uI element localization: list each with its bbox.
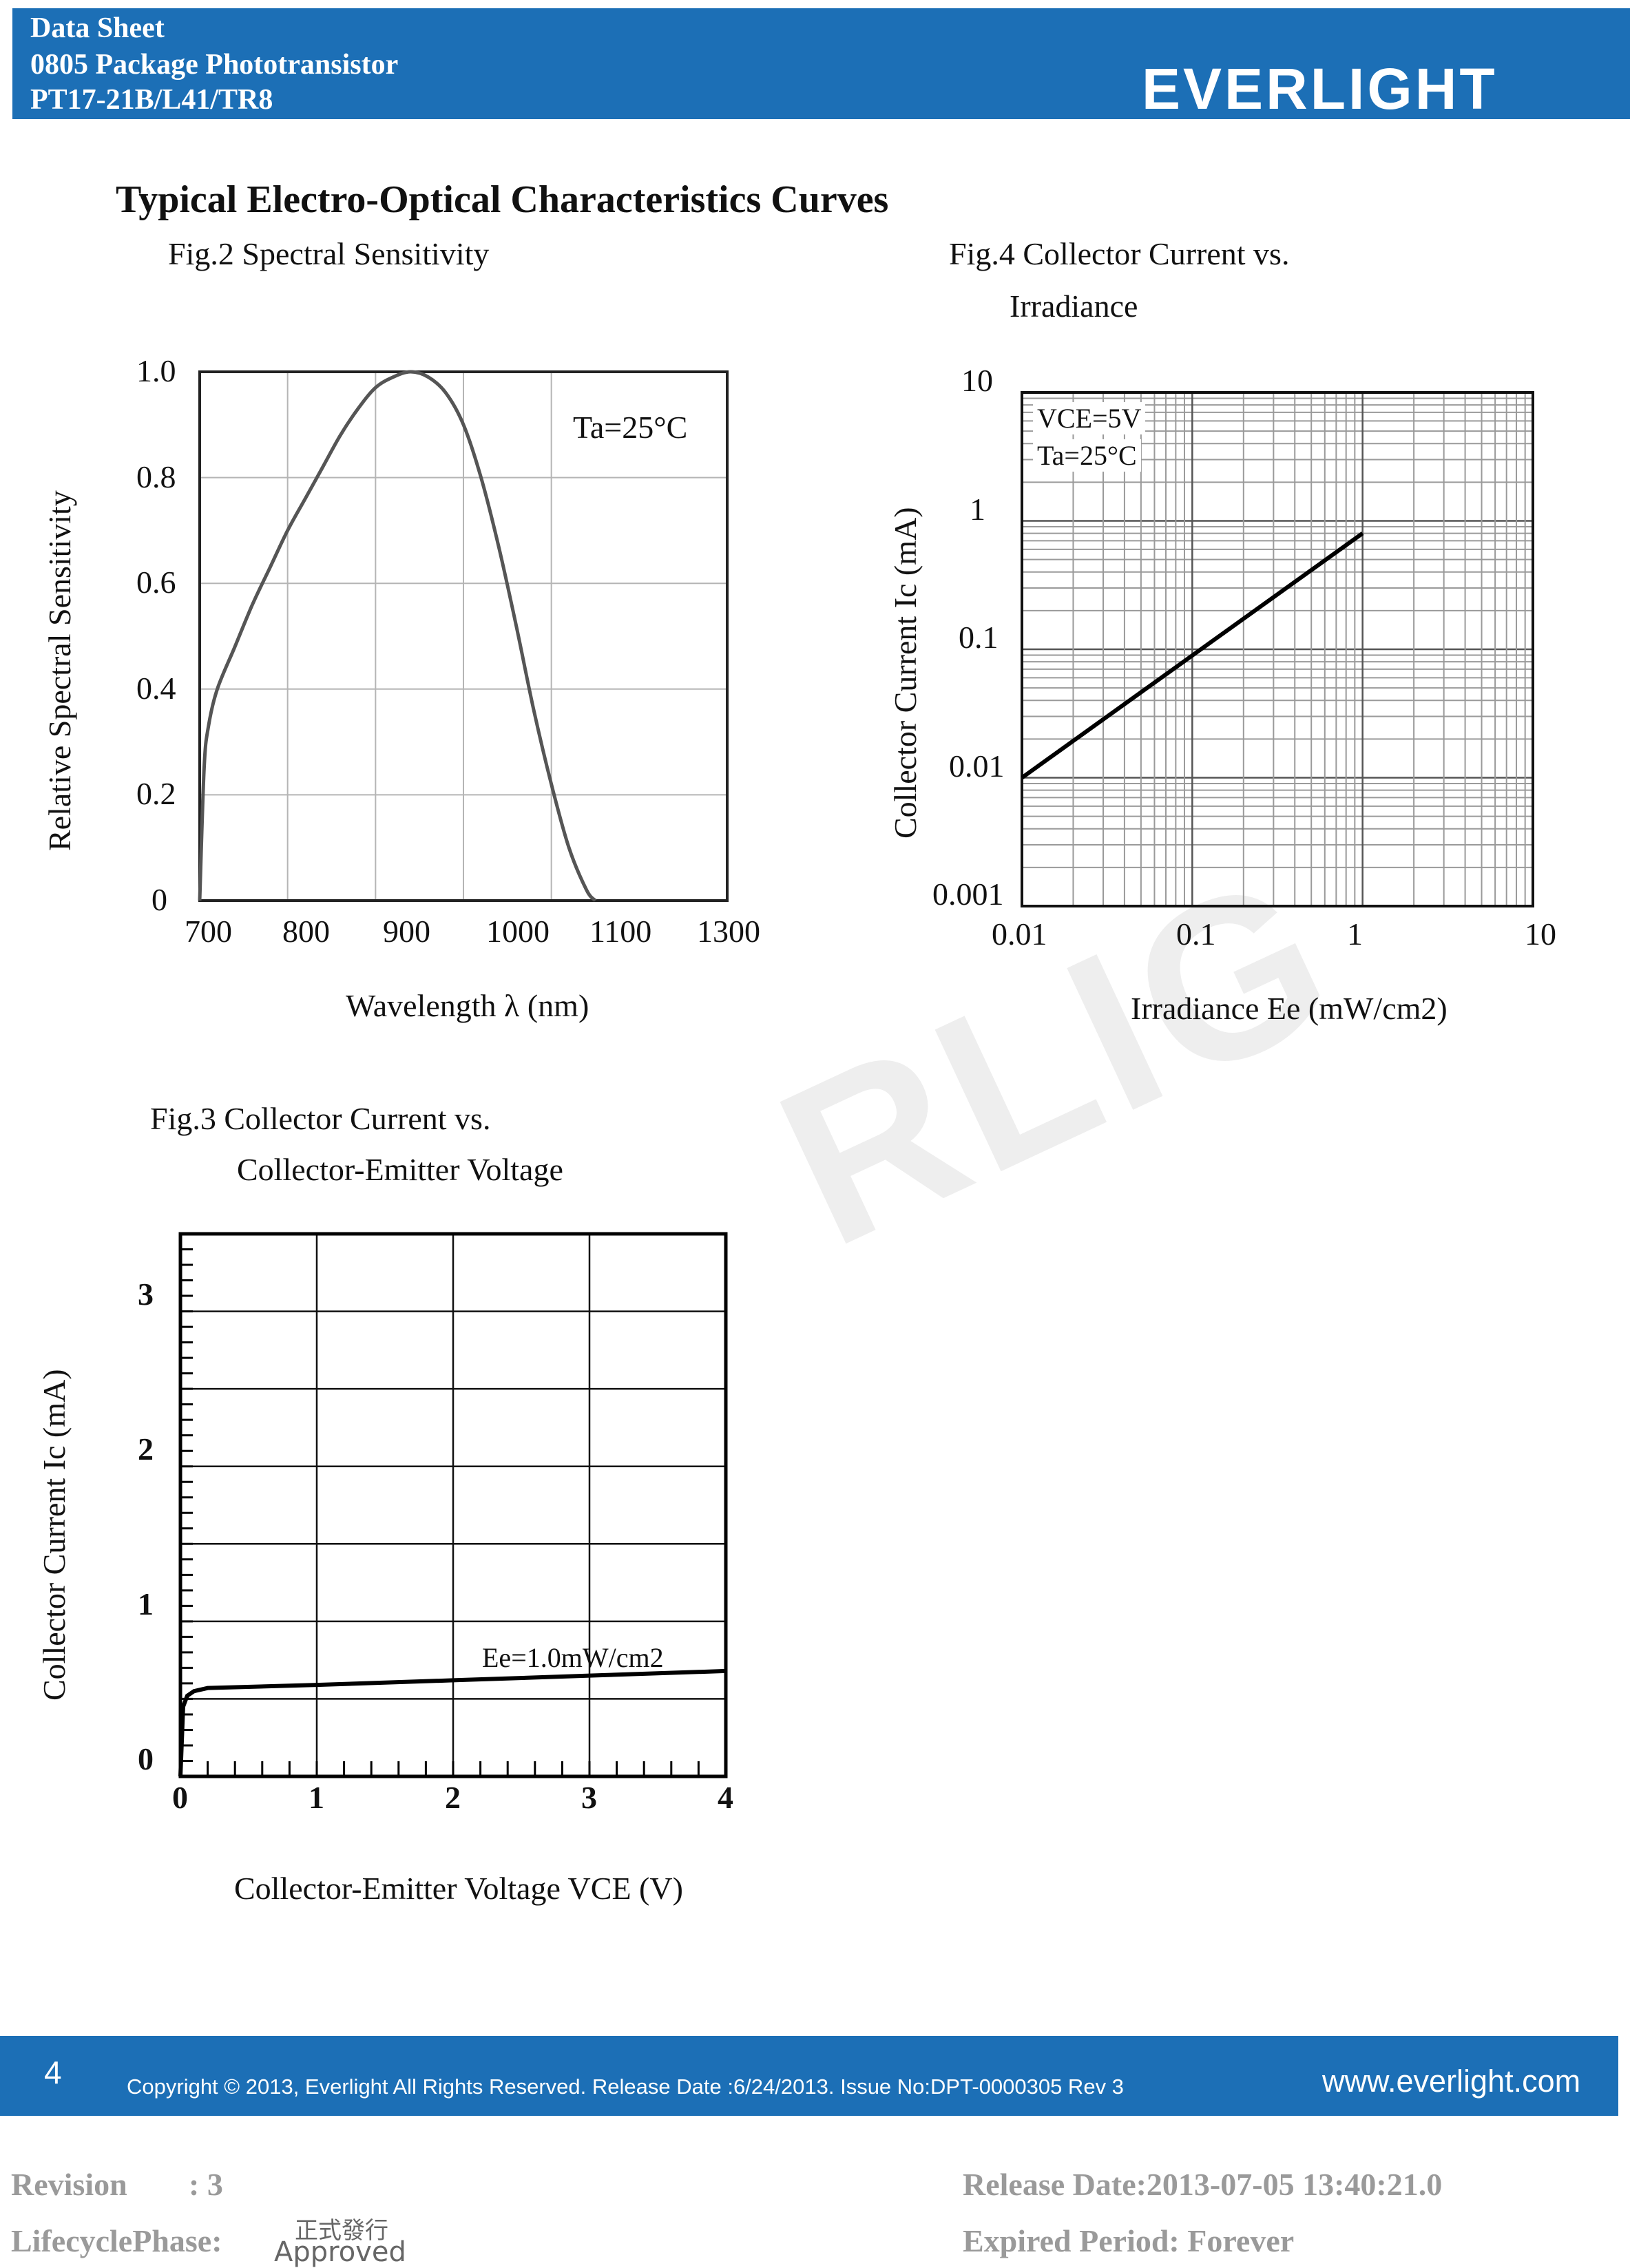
fig4-y-tick-label: 10 <box>961 363 993 398</box>
fig2-x-tick-label: 800 <box>282 914 330 949</box>
fig4-y-tick-label: 0.001 <box>932 876 1004 912</box>
fig2-y-tick-label: 0 <box>151 882 167 917</box>
fig3-caption-line2: Collector-Emitter Voltage <box>237 1152 563 1187</box>
fig3-x-tick-label: 1 <box>309 1780 324 1815</box>
doc-type: Data Sheet <box>30 12 165 44</box>
fig4-annotation-ta: Ta=25°C <box>1033 439 1141 472</box>
fig4-x-tick-label: 0.1 <box>1176 916 1216 952</box>
fig2-y-tick-label: 1.0 <box>136 353 176 388</box>
part-number: PT17-21B/L41/TR8 <box>30 84 273 116</box>
fig2-chart <box>198 370 729 902</box>
fig4-x-tick-label: 10 <box>1525 916 1556 952</box>
fig4-y-tick-label: 0.1 <box>959 620 999 655</box>
fig3-y-tick-label: 0 <box>138 1741 154 1776</box>
fig2-x-tick-label: 1000 <box>486 914 550 949</box>
fig3-ylabel: Collector Current Ic (mA) <box>36 1369 72 1701</box>
fig4-xlabel: Irradiance Ee (mW/cm2) <box>1131 991 1448 1026</box>
fig2-y-tick-label: 0.6 <box>136 565 176 600</box>
fig3-caption-line1: Fig.3 Collector Current vs. <box>150 1101 491 1136</box>
fig4-y-tick-label: 1 <box>970 491 985 527</box>
approved-stamp: 正式發行 Approved <box>274 2212 426 2268</box>
header-bar: Data Sheet 0805 Package Phototransistor … <box>12 8 1630 121</box>
fig2-annotation: Ta=25°C <box>573 410 688 445</box>
fig2-plot-frame <box>198 370 729 902</box>
fig3-chart <box>178 1232 728 1778</box>
everlight-logo: EVERLIGHT <box>1142 56 1498 121</box>
fig2-x-tick-label: 700 <box>185 914 232 949</box>
fig2-y-tick-label: 0.2 <box>136 776 176 812</box>
fig2-y-tick-label: 0.4 <box>136 670 176 706</box>
release-date: Release Date:2013-07-05 13:40:21.0 <box>963 2167 1443 2202</box>
section-title: Typical Electro-Optical Characteristics … <box>116 178 889 221</box>
fig3-x-tick-label: 4 <box>718 1780 733 1815</box>
revision-value: : 3 <box>189 2167 223 2202</box>
stamp-bottom-text: Approved <box>274 2236 406 2268</box>
fig2-x-tick-label: 1300 <box>697 914 760 949</box>
expired-period: Expired Period: Forever <box>963 2223 1295 2258</box>
fig2-xlabel: Wavelength λ (nm) <box>346 988 589 1023</box>
fig2-x-tick-label: 1100 <box>589 914 652 949</box>
fig3-y-tick-label: 2 <box>138 1431 154 1467</box>
fig3-x-tick-label: 0 <box>172 1780 188 1815</box>
fig4-ylabel: Collector Current Ic (mA) <box>888 507 923 839</box>
fig4-chart <box>1021 391 1534 907</box>
fig2-caption: Fig.2 Spectral Sensitivity <box>168 236 490 271</box>
fig2-y-tick-label: 0.8 <box>136 459 176 494</box>
fig3-x-tick-label: 3 <box>581 1780 597 1815</box>
fig3-xlabel: Collector-Emitter Voltage VCE (V) <box>234 1871 683 1906</box>
revision-label: Revision <box>11 2167 127 2202</box>
fig4-x-tick-label: 1 <box>1347 916 1363 952</box>
fig3-y-tick-label: 1 <box>138 1586 154 1621</box>
fig4-plot-frame <box>1021 391 1534 907</box>
page-number: 4 <box>44 2055 62 2090</box>
fig4-annotation-vce: VCE=5V <box>1033 402 1146 434</box>
stamp-top-text: 正式發行 <box>295 2217 388 2245</box>
copyright-text: Copyright © 2013, Everlight All Rights R… <box>127 2075 1124 2099</box>
product-family: 0805 Package Phototransistor <box>30 49 399 81</box>
fig2-x-tick-label: 900 <box>383 914 430 949</box>
header-title-block: Data Sheet 0805 Package Phototransistor … <box>12 8 1063 119</box>
fig4-y-tick-label: 0.01 <box>949 748 1005 784</box>
website-link[interactable]: www.everlight.com <box>1322 2064 1581 2099</box>
fig3-y-tick-label: 3 <box>138 1276 154 1312</box>
fig3-series-label: Ee=1.0mW/cm2 <box>482 1642 664 1673</box>
fig3-ic-curve <box>178 1668 727 1777</box>
fig4-x-tick-label: 0.01 <box>992 916 1047 952</box>
fig4-caption-line1: Fig.4 Collector Current vs. <box>949 236 1290 271</box>
footer-bar: 4 Copyright © 2013, Everlight All Rights… <box>0 2036 1618 2116</box>
fig2-spectral-curve <box>198 370 597 902</box>
fig4-ic-line <box>1021 532 1364 779</box>
lifecycle-label: LifecyclePhase: <box>11 2223 222 2258</box>
fig4-caption-line2: Irradiance <box>1010 288 1138 324</box>
fig3-x-tick-label: 2 <box>445 1780 461 1815</box>
